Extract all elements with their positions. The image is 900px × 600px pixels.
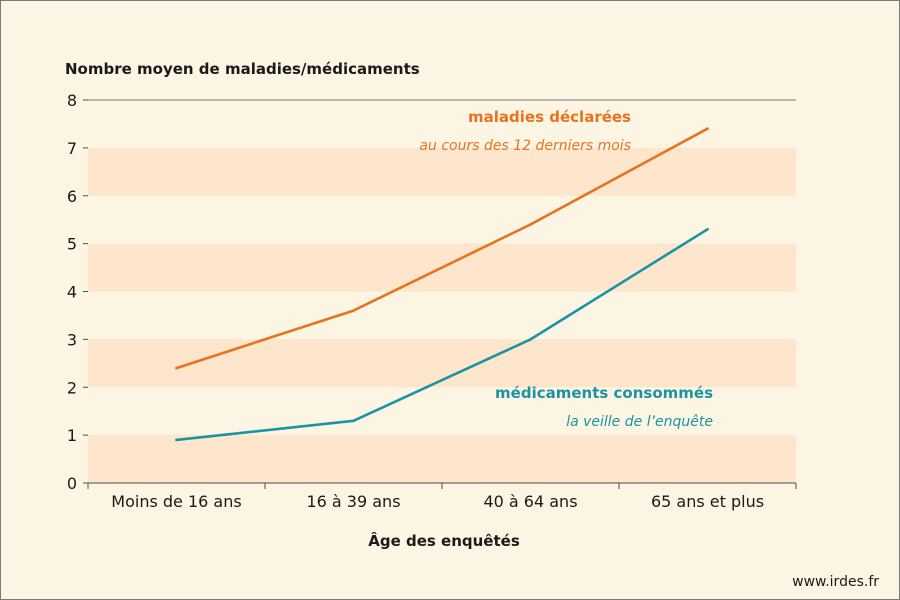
y-tick-label: 4: [67, 283, 77, 302]
source-credit: www.irdes.fr: [792, 574, 879, 590]
y-tick-label: 7: [67, 139, 77, 158]
grid-band: [88, 147, 796, 196]
x-tick-label: 40 à 64 ans: [483, 492, 577, 511]
series-line-0: [175, 127, 709, 370]
x-axis-ticks: Moins de 16 ans 16 à 39 ans 40 à 64 ans 65 …: [87, 483, 797, 511]
x-tick-label: Moins de 16 ans: [111, 492, 241, 511]
x-tick-label: 16 à 39 ans: [306, 492, 400, 511]
grid-bands: [88, 147, 796, 483]
data-point: [706, 127, 709, 131]
series-line-1: [175, 228, 709, 442]
series-sublabel-medicaments: la veille de l’enquête: [566, 414, 713, 430]
data-point: [175, 366, 178, 370]
y-tick-label: 6: [67, 187, 77, 206]
series-label-medicaments: médicaments consommés: [495, 384, 713, 402]
y-axis-label: Nombre moyen de maladies/médicaments: [65, 60, 420, 78]
y-tick-label: 1: [67, 426, 77, 445]
x-tick-label: 65 ans et plus: [651, 492, 764, 511]
series-lines: [175, 127, 709, 442]
y-tick-label: 0: [67, 474, 77, 493]
y-axis-ticks: 0 1 2 3 4 5 6 7 8: [67, 91, 88, 493]
series-label-maladies: maladies déclarées: [468, 108, 631, 126]
x-axis-label: Âge des enquêtés: [368, 531, 520, 550]
data-point: [352, 419, 355, 423]
series-sublabel-maladies: au cours des 12 derniers mois: [419, 138, 631, 154]
y-tick-label: 5: [67, 235, 77, 254]
data-point: [529, 338, 532, 341]
grid-band: [88, 435, 796, 483]
data-point: [352, 309, 355, 312]
data-point: [175, 438, 178, 442]
data-point: [706, 227, 709, 231]
data-point: [529, 223, 532, 226]
y-tick-label: 3: [67, 330, 77, 349]
y-tick-label: 2: [67, 378, 77, 397]
y-tick-label: 8: [67, 91, 77, 110]
